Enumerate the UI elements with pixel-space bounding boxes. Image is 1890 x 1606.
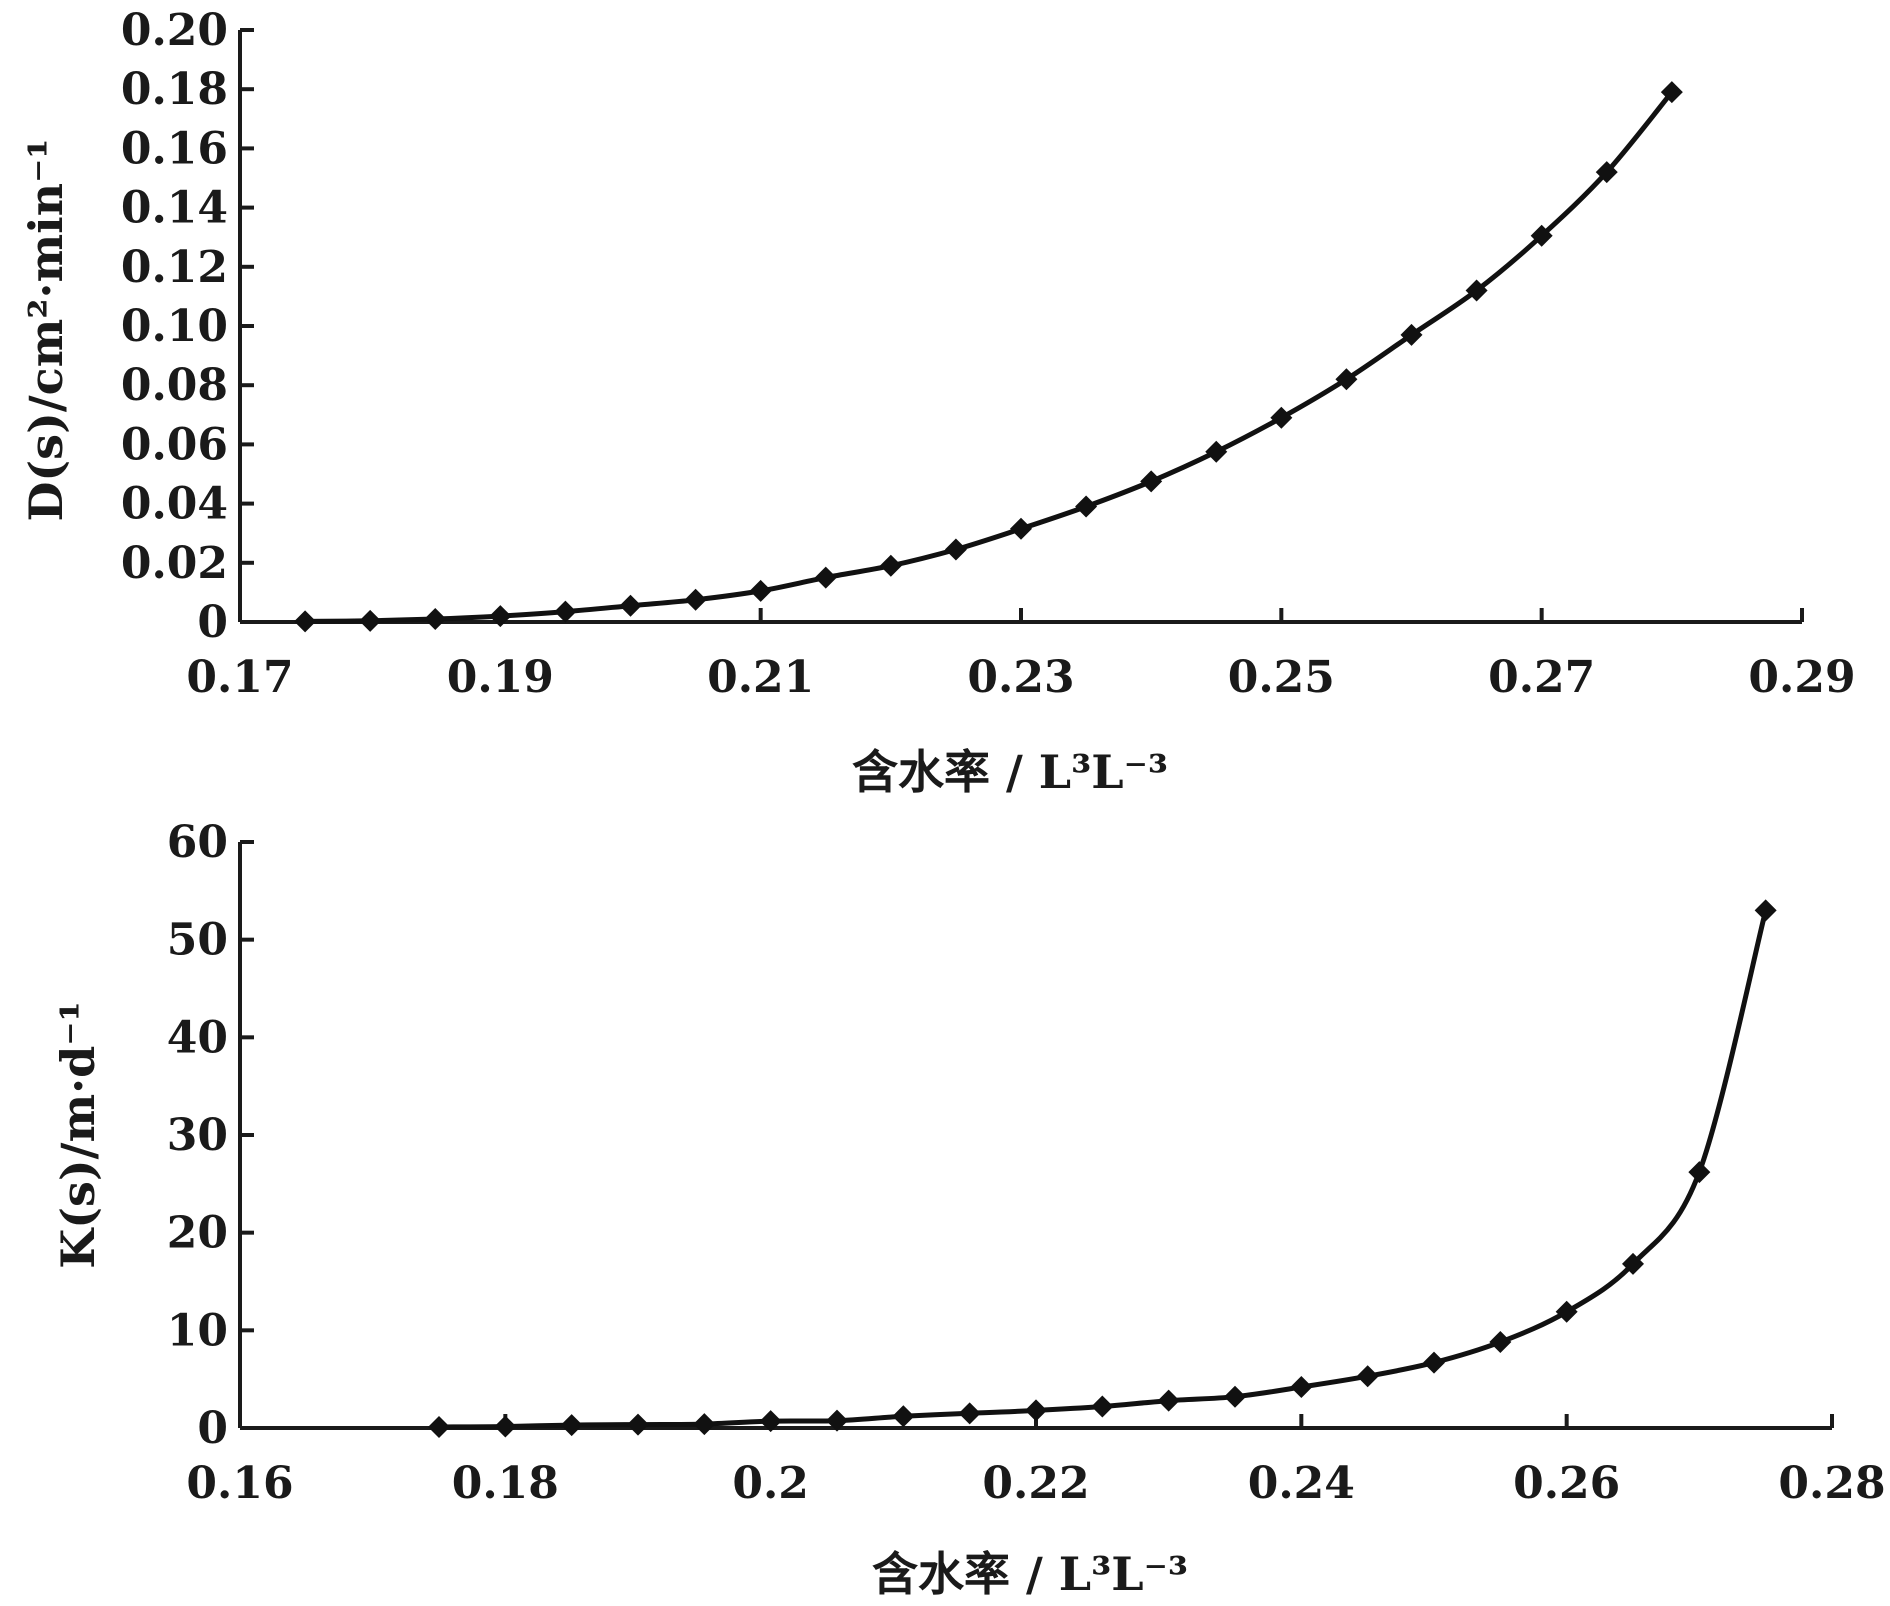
x-tick-label: 0.29 [1748,652,1855,703]
data-point-marker [294,610,317,633]
data-point-marker [1205,440,1228,463]
chart-top: 0 0.02 0.04 0.06 0.08 0.10 0.12 0.14 0.16 0.18 0.2… [19,5,1856,799]
x-tick-label: 0.16 [186,1458,293,1509]
top-series-markers [294,81,1683,633]
x-tick-label: 0.24 [1248,1458,1355,1509]
data-point-marker [1530,224,1553,247]
data-point-marker [1489,1331,1512,1354]
data-point-marker [1025,1399,1047,1422]
data-point-marker [1091,1395,1114,1418]
data-point-marker [826,1409,848,1432]
y-tick-label: 0.06 [121,419,228,470]
y-tick-label: 0.10 [121,301,228,352]
data-point-marker [892,1405,915,1428]
bottom-y-ticks: 0 10 20 30 40 50 60 [167,817,254,1454]
top-y-ticks: 0 0.02 0.04 0.06 0.08 0.10 0.12 0.14 0.16 0.18 0.2… [121,5,254,648]
x-tick-label: 0.19 [447,652,554,703]
data-point-marker [1224,1385,1246,1408]
top-x-ticks: 0.17 0.19 0.21 0.23 0.25 0.27 0.29 [186,608,1856,703]
data-point-marker [1140,470,1163,493]
data-point-marker [1270,406,1293,429]
data-point-marker [1688,1161,1711,1184]
x-tick-label: 0.26 [1513,1458,1620,1509]
data-point-marker [428,1416,450,1439]
data-point-marker [1555,1300,1578,1323]
chart-bottom: 0 10 20 30 40 50 60 0.16 0.18 0.2 0.22 0.24 0.26 0.2… [51,817,1886,1601]
y-tick-label: 0.14 [121,183,228,234]
y-tick-label: 0 [197,1403,228,1454]
data-point-marker [1290,1375,1313,1398]
y-tick-label: 0.18 [121,64,228,115]
y-tick-label: 10 [167,1305,228,1356]
bottom-series-line [438,909,1769,1430]
y-tick-label: 60 [167,817,228,868]
x-tick-label: 0.21 [707,652,814,703]
data-point-marker [944,538,967,561]
data-point-marker [1157,1389,1180,1412]
top-y-axis-label: D(s)/cm²·min⁻¹ [19,139,73,522]
data-point-marker [693,1413,716,1436]
y-tick-label: 0.04 [121,479,228,530]
y-tick-label: 50 [167,915,228,966]
data-point-marker [1595,161,1618,184]
data-point-marker [494,1415,517,1438]
bottom-y-axis-label: K(s)/m·d⁻¹ [51,1001,105,1269]
data-point-marker [1075,495,1098,518]
data-point-marker [1622,1252,1644,1275]
bottom-x-axis-label: 含水率 / L³L⁻³ [872,1547,1188,1601]
data-point-marker [1423,1351,1445,1374]
data-point-marker [759,1410,782,1433]
y-tick-label: 0.08 [121,360,228,411]
data-point-marker [1660,81,1683,104]
data-point-marker [1335,368,1358,391]
x-tick-label: 0.27 [1488,652,1595,703]
data-point-marker [359,609,382,632]
x-tick-label: 0.18 [452,1458,559,1509]
data-point-marker [1754,899,1777,922]
y-tick-label: 40 [167,1012,228,1063]
y-tick-label: 0.02 [121,538,228,589]
data-point-marker [879,554,902,577]
data-point-marker [619,594,642,617]
data-point-marker [1356,1365,1379,1388]
y-tick-label: 0 [197,597,228,648]
top-x-axis-label: 含水率 / L³L⁻³ [852,745,1168,799]
x-tick-label: 0.23 [967,652,1074,703]
x-tick-label: 0.2 [732,1458,809,1509]
x-tick-label: 0.22 [982,1458,1089,1509]
x-tick-label: 0.25 [1228,652,1335,703]
data-point-marker [814,566,837,589]
x-tick-label: 0.17 [186,652,293,703]
bottom-x-ticks: 0.16 0.18 0.2 0.22 0.24 0.26 0.28 [186,1414,1886,1509]
y-tick-label: 0.12 [121,242,228,293]
data-point-marker [684,588,707,611]
top-series-line [305,90,1674,624]
y-tick-label: 30 [167,1110,228,1161]
y-tick-label: 20 [167,1208,228,1259]
x-tick-label: 0.28 [1778,1458,1885,1509]
data-point-marker [489,605,512,628]
data-point-marker [1400,323,1423,346]
data-point-marker [1010,517,1032,540]
data-point-marker [424,608,447,631]
bottom-series-markers [428,899,1777,1439]
y-tick-label: 0.16 [121,123,228,174]
data-point-marker [560,1414,583,1437]
data-point-marker [1465,279,1488,302]
data-point-marker [749,579,772,602]
data-point-marker [958,1402,981,1425]
data-point-marker [627,1413,649,1436]
data-point-marker [554,600,577,623]
y-tick-label: 0.20 [121,5,228,56]
